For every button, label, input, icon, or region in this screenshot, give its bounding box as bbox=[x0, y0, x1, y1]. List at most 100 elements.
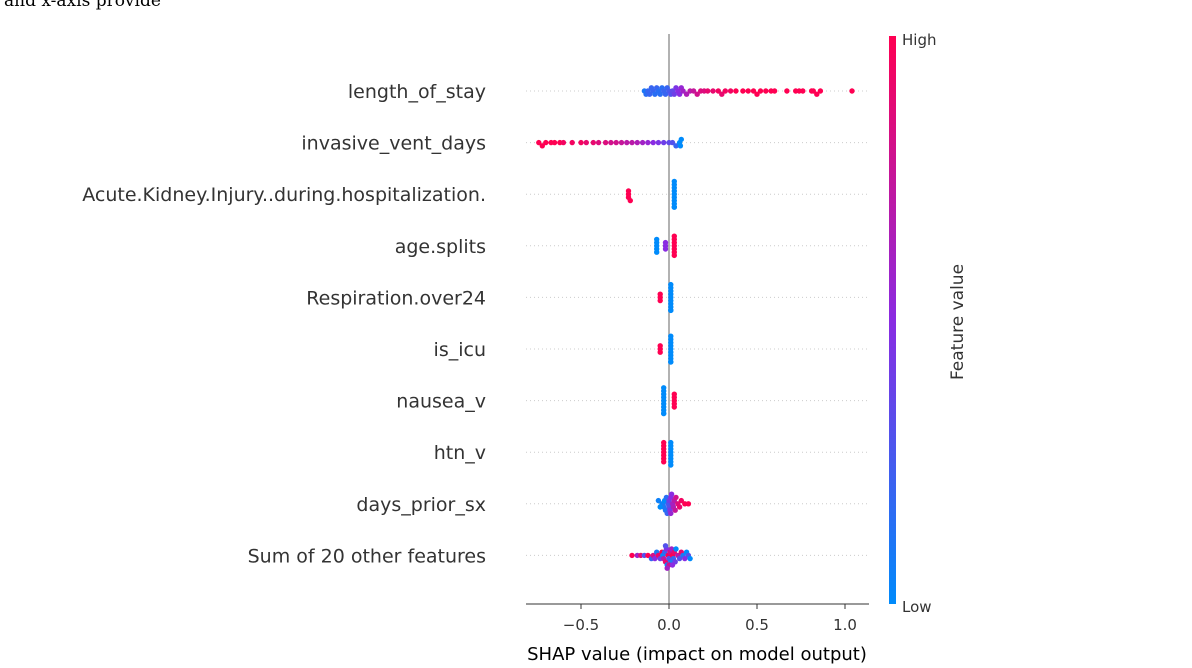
data-point bbox=[543, 139, 549, 146]
data-point bbox=[627, 197, 633, 204]
data-point bbox=[536, 139, 542, 146]
feature-label: invasive_vent_days bbox=[301, 133, 486, 155]
data-point bbox=[673, 494, 679, 501]
data-point bbox=[671, 404, 677, 410]
data-point bbox=[560, 139, 567, 146]
data-point bbox=[595, 139, 602, 146]
data-point bbox=[661, 139, 667, 146]
data-point bbox=[671, 91, 677, 97]
data-point bbox=[687, 555, 693, 562]
data-point bbox=[655, 497, 662, 504]
data-point bbox=[652, 555, 658, 562]
data-point bbox=[661, 410, 667, 417]
data-point bbox=[668, 510, 674, 517]
data-point bbox=[650, 139, 656, 146]
data-point bbox=[645, 552, 651, 559]
feature-label: age.splits bbox=[395, 236, 486, 258]
data-point bbox=[677, 143, 684, 149]
data-point bbox=[668, 307, 674, 314]
data-point bbox=[676, 504, 683, 510]
data-point bbox=[694, 91, 700, 97]
data-point bbox=[671, 204, 677, 210]
data-point bbox=[583, 139, 589, 146]
data-point bbox=[625, 188, 632, 194]
colorbar-low-label: Low bbox=[902, 598, 932, 616]
data-point bbox=[800, 88, 806, 94]
x-tick-label: 0.0 bbox=[657, 616, 681, 634]
data-point bbox=[678, 136, 684, 143]
data-point bbox=[668, 491, 675, 497]
data-point bbox=[668, 281, 674, 288]
data-point bbox=[810, 88, 816, 94]
data-point bbox=[673, 143, 679, 149]
data-point bbox=[668, 462, 674, 468]
data-point bbox=[590, 139, 596, 146]
colorbar-high-label: High bbox=[902, 31, 936, 49]
data-point bbox=[669, 562, 676, 568]
data-point bbox=[722, 88, 728, 94]
colorbar-gradient bbox=[889, 36, 896, 604]
data-point bbox=[715, 88, 721, 94]
data-point bbox=[539, 143, 545, 149]
data-point bbox=[719, 91, 725, 97]
data-point bbox=[727, 88, 734, 94]
page-text-fragment: and x-axis provide bbox=[4, 0, 161, 11]
data-point bbox=[618, 139, 625, 146]
feature-label: Respiration.over24 bbox=[306, 287, 486, 309]
data-point bbox=[645, 139, 651, 146]
data-point bbox=[634, 139, 640, 146]
data-point bbox=[639, 139, 646, 146]
data-point bbox=[685, 501, 692, 507]
feature-label: days_prior_sx bbox=[356, 494, 486, 516]
data-point bbox=[771, 88, 778, 94]
x-ticks: −0.5 0.0 0.5 1.0 bbox=[563, 604, 857, 634]
data-point bbox=[629, 552, 635, 559]
data-point bbox=[750, 88, 757, 94]
data-point bbox=[661, 385, 667, 391]
data-point bbox=[646, 91, 653, 97]
data-point bbox=[668, 359, 674, 365]
feature-label: Acute.Kidney.Injury..during.hospitalizat… bbox=[82, 184, 486, 206]
data-points bbox=[536, 85, 855, 571]
data-point bbox=[763, 88, 769, 94]
data-point bbox=[705, 88, 711, 94]
data-point bbox=[710, 88, 716, 94]
data-point bbox=[654, 249, 660, 255]
feature-label: htn_v bbox=[434, 442, 486, 464]
data-point bbox=[662, 91, 669, 97]
data-point bbox=[657, 349, 663, 355]
data-point bbox=[662, 246, 669, 252]
x-tick-label: −0.5 bbox=[563, 616, 599, 634]
data-point bbox=[657, 297, 663, 304]
data-point bbox=[671, 391, 677, 397]
feature-labels: length_of_stay invasive_vent_days Acute.Ki… bbox=[82, 81, 486, 567]
data-point bbox=[671, 178, 677, 185]
data-point bbox=[690, 88, 697, 94]
data-point bbox=[578, 139, 584, 146]
data-point bbox=[655, 139, 662, 146]
data-point bbox=[733, 88, 739, 94]
data-point bbox=[673, 546, 679, 552]
data-point bbox=[669, 139, 676, 146]
feature-label: length_of_stay bbox=[348, 81, 486, 103]
data-point bbox=[757, 88, 764, 94]
data-point bbox=[814, 91, 820, 97]
data-point bbox=[569, 139, 575, 146]
x-tick-label: 0.5 bbox=[745, 616, 769, 634]
feature-label: is_icu bbox=[434, 339, 486, 361]
data-point bbox=[661, 459, 667, 465]
data-point bbox=[817, 88, 824, 94]
feature-label: nausea_v bbox=[396, 391, 486, 413]
data-point bbox=[745, 88, 751, 94]
data-point bbox=[661, 439, 667, 446]
data-point bbox=[668, 333, 674, 339]
data-point bbox=[657, 91, 663, 97]
data-point bbox=[672, 507, 678, 513]
data-point bbox=[671, 252, 677, 259]
data-point bbox=[680, 88, 686, 94]
data-point bbox=[784, 88, 790, 94]
data-point bbox=[662, 239, 669, 246]
data-point bbox=[657, 291, 663, 297]
data-point bbox=[657, 343, 663, 349]
